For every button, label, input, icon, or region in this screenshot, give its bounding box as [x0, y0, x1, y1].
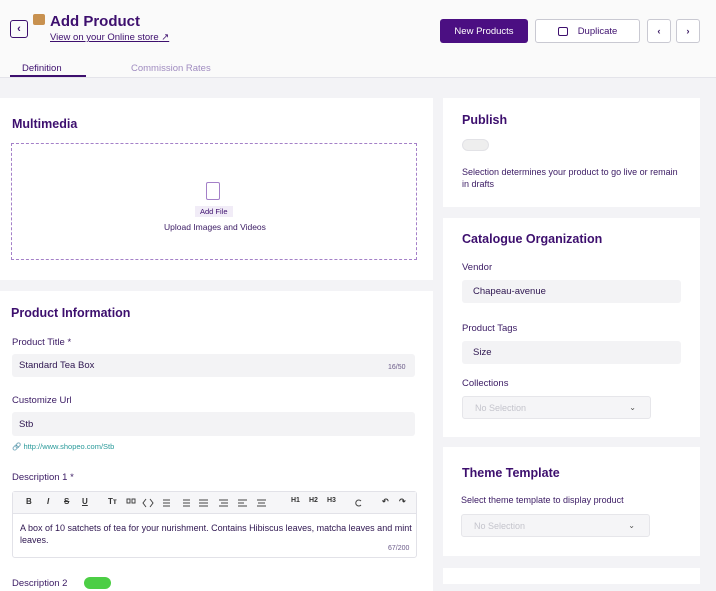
url-input[interactable]: Stb	[12, 412, 415, 436]
counter: 67/200	[388, 545, 410, 552]
theme-card	[443, 447, 700, 556]
theme-title: Theme Template	[462, 466, 560, 480]
publish-title: Publish	[462, 113, 508, 127]
toggle-on[interactable]	[84, 577, 111, 589]
toolbar	[13, 492, 416, 514]
url-link[interactable]: 🔗 http://www.shopeo.com/Stb	[12, 442, 115, 451]
new-products-button[interactable]: New Products	[440, 19, 528, 43]
label: Product Title *	[12, 337, 72, 348]
label: Vendor	[462, 262, 493, 273]
tool-h3[interactable]: H3	[327, 497, 336, 504]
toolbar-icons	[126, 498, 362, 508]
code-icon[interactable]	[142, 498, 147, 508]
label: Product Tags	[462, 323, 518, 334]
label: Description 1 *	[12, 472, 74, 483]
label: Customize Url	[12, 395, 72, 406]
duplicate-button[interactable]: Duplicate	[535, 19, 640, 43]
tool-bold[interactable]: B	[26, 497, 32, 506]
tab-commission[interactable]: Commission Rates	[131, 63, 211, 74]
package-icon	[33, 14, 45, 25]
tool-text-size[interactable]: Tт	[108, 497, 117, 506]
list-align-icons[interactable]	[163, 499, 266, 507]
url-link-text[interactable]: http://www.shopeo.com/Stb	[23, 442, 115, 451]
tab-underline	[10, 75, 86, 77]
duplicate-icon	[557, 26, 568, 36]
select-value: No Selection	[474, 520, 526, 531]
description-text: A box of 10 satchets of tea for your nur…	[20, 523, 412, 545]
label: Collections	[462, 378, 509, 389]
chevron: ⌄	[629, 403, 636, 412]
theme-hint: Select theme template to display product	[461, 495, 624, 505]
tab-definition[interactable]: Definition	[22, 63, 62, 74]
tags-input[interactable]: Size	[462, 341, 681, 364]
tool-undo[interactable]: ↶	[382, 497, 389, 506]
input-value: Size	[473, 347, 492, 358]
page-title: Add Product	[50, 13, 140, 30]
theme-select[interactable]: No Selection ⌄	[461, 514, 650, 537]
tool-italic[interactable]: I	[47, 497, 50, 506]
quote-icon[interactable]	[126, 498, 131, 504]
catalogue-title: Catalogue Organization	[462, 232, 603, 246]
tool-underline[interactable]: U	[82, 497, 88, 506]
back-button[interactable]: ‹	[10, 20, 28, 38]
attach-icon[interactable]	[355, 499, 362, 507]
code-icon[interactable]	[149, 498, 154, 508]
title-input[interactable]: Standard Tea Box	[12, 354, 415, 377]
input-value: Standard Tea Box	[19, 360, 95, 371]
vendor-input[interactable]: Chapeau-avenue	[462, 280, 681, 303]
next-button[interactable]: ›	[676, 19, 700, 43]
tool-redo[interactable]: ↷	[399, 497, 406, 506]
multimedia-card	[0, 98, 433, 280]
duplicate-text[interactable]: Duplicate	[577, 25, 618, 37]
store-link[interactable]: View on your Online store ↗	[50, 32, 170, 43]
multimedia-title: Multimedia	[12, 117, 78, 131]
tool-h2[interactable]: H2	[309, 497, 318, 504]
product-info-card	[0, 291, 433, 591]
select-value: No Selection	[475, 402, 527, 413]
publish-card	[443, 98, 700, 207]
tool-h1[interactable]: H1	[291, 497, 300, 504]
file-icon	[206, 182, 220, 200]
next-card	[443, 568, 700, 584]
input-value: Stb	[19, 418, 34, 430]
add-file[interactable]: Add File	[195, 206, 233, 217]
tool-strike[interactable]: S	[64, 497, 70, 506]
toggle-off[interactable]	[462, 139, 489, 151]
publish-hint: Selection determines your product to go …	[462, 167, 678, 189]
quote-icon[interactable]	[131, 498, 136, 504]
upload-hint: Upload Images and Videos	[164, 222, 266, 232]
input-value: Chapeau-avenue	[473, 286, 546, 297]
store-link-text[interactable]: View on your Online store	[50, 32, 159, 43]
counter: 16/50	[388, 364, 406, 371]
collections-select[interactable]: No Selection ⌄	[462, 396, 651, 419]
prev-button[interactable]: ‹	[647, 19, 671, 43]
dropzone[interactable]	[11, 143, 417, 260]
product-info-title: Product Information	[11, 306, 131, 320]
chevron: ⌄	[628, 521, 635, 530]
editor[interactable]	[12, 491, 417, 558]
